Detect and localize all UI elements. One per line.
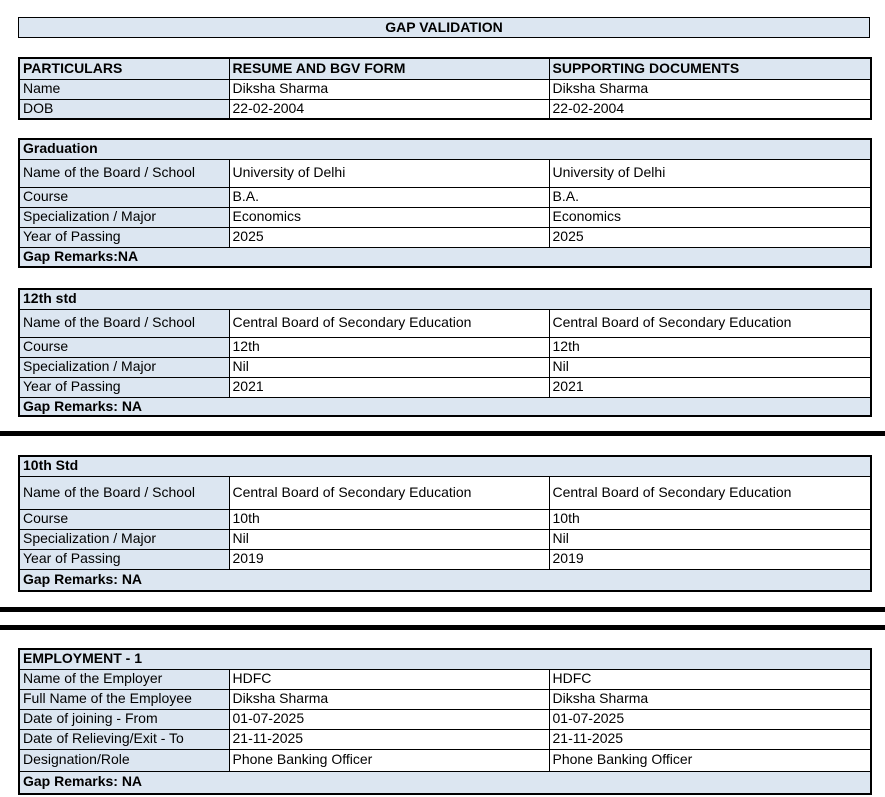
table-row: Specialization / Major Economics Economi… <box>18 206 872 228</box>
specialization-resume-value: Economics <box>228 206 550 228</box>
row-label-dob: DOB <box>18 98 230 120</box>
gap-remarks: Gap Remarks: NA <box>18 568 872 592</box>
section-title: 10th Std <box>18 455 872 477</box>
gap-remarks: Gap Remarks: NA <box>18 396 872 417</box>
date-joining-resume-value: 01-07-2025 <box>228 708 550 730</box>
tenth-std-table: 10th Std Name of the Board / School Cent… <box>18 455 873 592</box>
row-label-course: Course <box>18 336 230 358</box>
employee-name-supporting-value: Diksha Sharma <box>548 688 872 710</box>
specialization-supporting-value: Nil <box>548 356 872 378</box>
row-label-board: Name of the Board / School <box>18 475 230 510</box>
table-row: Date of joining - From 01-07-2025 01-07-… <box>18 708 872 730</box>
section-divider <box>0 625 885 630</box>
table-row: Full Name of the Employee Diksha Sharma … <box>18 688 872 710</box>
board-supporting-value: University of Delhi <box>548 158 872 188</box>
twelfth-std-table: 12th std Name of the Board / School Cent… <box>18 288 873 418</box>
section-divider <box>0 431 885 436</box>
row-label-board: Name of the Board / School <box>18 158 230 188</box>
row-label-specialization: Specialization / Major <box>18 356 230 378</box>
row-label-year: Year of Passing <box>18 226 230 248</box>
table-row: Specialization / Major Nil Nil <box>18 356 872 378</box>
table-row: Year of Passing 2025 2025 <box>18 226 872 248</box>
year-resume-value: 2025 <box>228 226 550 248</box>
row-label-specialization: Specialization / Major <box>18 206 230 228</box>
section-title: Graduation <box>18 138 872 160</box>
section-title: EMPLOYMENT - 1 <box>18 648 872 670</box>
column-header-supporting-docs: SUPPORTING DOCUMENTS <box>548 57 872 80</box>
year-supporting-value: 2019 <box>548 548 872 570</box>
table-row: Name of the Board / School University of… <box>18 158 872 188</box>
board-resume-value: University of Delhi <box>228 158 550 188</box>
column-header-particulars: PARTICULARS <box>18 57 230 80</box>
section-title: 12th std <box>18 288 872 310</box>
table-row: Year of Passing 2021 2021 <box>18 376 872 398</box>
employee-name-resume-value: Diksha Sharma <box>228 688 550 710</box>
table-row: Course B.A. B.A. <box>18 186 872 208</box>
dob-resume-value: 22-02-2004 <box>228 98 550 120</box>
table-row: Name of the Board / School Central Board… <box>18 475 872 510</box>
date-relieving-resume-value: 21-11-2025 <box>228 728 550 750</box>
year-supporting-value: 2021 <box>548 376 872 398</box>
course-supporting-value: B.A. <box>548 186 872 208</box>
table-row: Name Diksha Sharma Diksha Sharma <box>18 78 872 100</box>
date-relieving-supporting-value: 21-11-2025 <box>548 728 872 750</box>
row-label-year: Year of Passing <box>18 376 230 398</box>
gap-remarks: Gap Remarks:NA <box>18 246 872 268</box>
course-supporting-value: 12th <box>548 336 872 358</box>
specialization-supporting-value: Economics <box>548 206 872 228</box>
name-resume-value: Diksha Sharma <box>228 78 550 100</box>
course-resume-value: B.A. <box>228 186 550 208</box>
board-supporting-value: Central Board of Secondary Education <box>548 475 872 510</box>
table-row: Name of the Employer HDFC HDFC <box>18 668 872 690</box>
year-resume-value: 2021 <box>228 376 550 398</box>
specialization-resume-value: Nil <box>228 528 550 550</box>
row-label-course: Course <box>18 186 230 208</box>
specialization-supporting-value: Nil <box>548 528 872 550</box>
section-divider <box>0 607 885 612</box>
board-resume-value: Central Board of Secondary Education <box>228 475 550 510</box>
row-label-name: Name <box>18 78 230 100</box>
year-resume-value: 2019 <box>228 548 550 570</box>
table-row: Year of Passing 2019 2019 <box>18 548 872 570</box>
specialization-resume-value: Nil <box>228 356 550 378</box>
board-supporting-value: Central Board of Secondary Education <box>548 308 872 338</box>
course-supporting-value: 10th <box>548 508 872 530</box>
table-row: DOB 22-02-2004 22-02-2004 <box>18 98 872 120</box>
row-label-employer: Name of the Employer <box>18 668 230 690</box>
designation-resume-value: Phone Banking Officer <box>228 748 550 772</box>
employer-supporting-value: HDFC <box>548 668 872 690</box>
employment-table: EMPLOYMENT - 1 Name of the Employer HDFC… <box>18 648 873 795</box>
row-label-course: Course <box>18 508 230 530</box>
table-row: Designation/Role Phone Banking Officer P… <box>18 748 872 772</box>
row-label-designation: Designation/Role <box>18 748 230 772</box>
table-row: Name of the Board / School Central Board… <box>18 308 872 338</box>
column-header-resume-bgv: RESUME AND BGV FORM <box>228 57 550 80</box>
designation-supporting-value: Phone Banking Officer <box>548 748 872 772</box>
row-label-employee-name: Full Name of the Employee <box>18 688 230 710</box>
table-row: Course 12th 12th <box>18 336 872 358</box>
date-joining-supporting-value: 01-07-2025 <box>548 708 872 730</box>
row-label-board: Name of the Board / School <box>18 308 230 338</box>
table-row: Date of Relieving/Exit - To 21-11-2025 2… <box>18 728 872 750</box>
graduation-table: Graduation Name of the Board / School Un… <box>18 138 873 268</box>
row-label-year: Year of Passing <box>18 548 230 570</box>
row-label-date-relieving: Date of Relieving/Exit - To <box>18 728 230 750</box>
course-resume-value: 12th <box>228 336 550 358</box>
particulars-table: PARTICULARS RESUME AND BGV FORM SUPPORTI… <box>18 57 872 120</box>
dob-supporting-value: 22-02-2004 <box>548 98 872 120</box>
document-title: GAP VALIDATION <box>18 17 870 38</box>
row-label-date-joining: Date of joining - From <box>18 708 230 730</box>
employer-resume-value: HDFC <box>228 668 550 690</box>
table-row: Specialization / Major Nil Nil <box>18 528 872 550</box>
board-resume-value: Central Board of Secondary Education <box>228 308 550 338</box>
course-resume-value: 10th <box>228 508 550 530</box>
gap-remarks: Gap Remarks: NA <box>18 770 872 795</box>
name-supporting-value: Diksha Sharma <box>548 78 872 100</box>
row-label-specialization: Specialization / Major <box>18 528 230 550</box>
table-row: Course 10th 10th <box>18 508 872 530</box>
year-supporting-value: 2025 <box>548 226 872 248</box>
